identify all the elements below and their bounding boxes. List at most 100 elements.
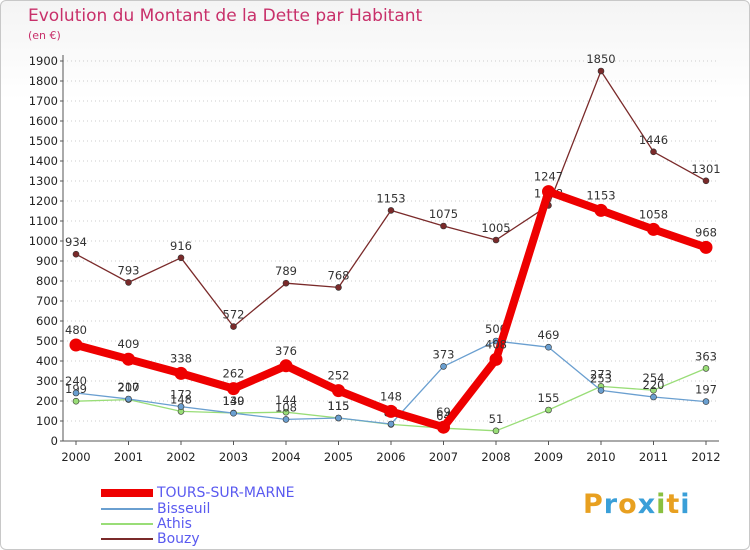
data-point [702,177,710,185]
logo-letter: P [583,489,604,520]
y-tick-label: 1700 [29,94,58,108]
data-label: 916 [170,239,192,253]
data-label: 1301 [691,162,720,176]
data-point [699,240,713,254]
data-point [122,352,135,366]
data-point [125,279,132,286]
data-point [650,386,657,394]
y-tick-label: 1100 [29,214,58,228]
y-tick-label: 700 [36,294,58,308]
chart-title: Evolution du Montant de la Dette par Hab… [28,6,423,26]
data-point [650,393,657,401]
legend-swatch [101,489,153,497]
data-label: 155 [538,391,560,405]
y-tick-label: 1500 [29,134,58,148]
data-point [72,389,80,397]
data-label: 148 [380,389,402,403]
data-label: 469 [538,328,560,342]
data-label: 363 [695,349,717,363]
data-point [597,67,605,75]
logo-letter: i [680,489,691,520]
x-tick-label: 2009 [534,450,563,464]
y-tick-label: 800 [36,274,58,288]
legend-label: Athis [157,516,192,532]
data-label: 140 [223,394,245,408]
x-tick-label: 2007 [429,450,458,464]
x-tick-label: 2000 [61,450,90,464]
y-tick-label: 600 [36,314,58,328]
unit-label: (en €) [28,29,61,42]
data-point [545,343,552,351]
data-point [597,387,605,394]
data-label: 1247 [534,170,563,184]
data-point [440,363,447,370]
data-label: 51 [489,412,504,426]
data-point [545,406,552,414]
data-label: 480 [65,323,87,337]
data-label: 572 [223,308,245,322]
legend-label: TOURS-SUR-MARNE [157,485,295,501]
data-label: 373 [433,347,455,361]
data-point [230,323,237,330]
y-tick-label: 1900 [29,54,58,68]
x-tick-label: 2001 [114,450,143,464]
data-label: 1153 [376,191,405,205]
data-label: 139 [223,394,245,408]
x-tick-label: 2010 [586,450,615,464]
y-tick-label: 1200 [29,194,58,208]
data-label: 115 [328,399,350,413]
data-label: 338 [170,351,192,365]
data-point [440,222,447,230]
data-point [542,185,555,199]
data-point [72,250,80,258]
y-tick-label: 1000 [29,234,58,248]
logo-letter: o [618,489,638,520]
x-tick-label: 2012 [691,450,720,464]
logo-letter: i [656,489,667,520]
legend-swatch [101,538,153,540]
data-label: 108 [275,400,297,414]
data-point [489,352,503,366]
data-label: 148 [170,392,192,406]
data-point [227,382,240,396]
data-label: 793 [118,263,140,277]
data-label: 1850 [586,52,615,66]
data-label: 1446 [639,133,668,147]
data-point [492,236,500,244]
data-point [647,222,660,236]
y-tick-label: 400 [36,354,58,368]
logo-letter: t [666,489,681,520]
proxiti-logo: Proxiti [583,489,691,520]
data-label: 408 [485,337,507,351]
x-tick-label: 2002 [166,450,195,464]
legend-swatch [101,523,153,525]
y-tick-label: 1800 [29,74,58,88]
data-point [282,416,290,423]
data-point [177,254,185,262]
data-point [174,366,188,380]
data-point [72,397,80,405]
y-tick-label: 1600 [29,114,58,128]
x-tick-label: 2005 [324,450,353,464]
data-label: 1153 [586,188,615,202]
logo-letter: x [637,489,657,520]
data-point [437,420,450,434]
data-label: 252 [328,369,350,383]
data-label: 115 [328,399,350,413]
legend-label: Bouzy [157,531,200,547]
data-label: 220 [643,378,665,392]
data-label: 69 [436,405,451,419]
data-label: 1005 [481,221,510,235]
data-label: 1058 [639,207,668,221]
data-point [125,395,132,403]
data-label: 409 [118,337,140,351]
data-point [177,403,185,410]
x-tick-label: 2006 [376,450,405,464]
data-point [492,427,500,435]
y-tick-label: 1300 [29,174,58,188]
data-label: 262 [223,367,245,381]
data-point [279,359,293,373]
data-label: 934 [65,235,87,249]
y-tick-label: 1400 [29,154,58,168]
